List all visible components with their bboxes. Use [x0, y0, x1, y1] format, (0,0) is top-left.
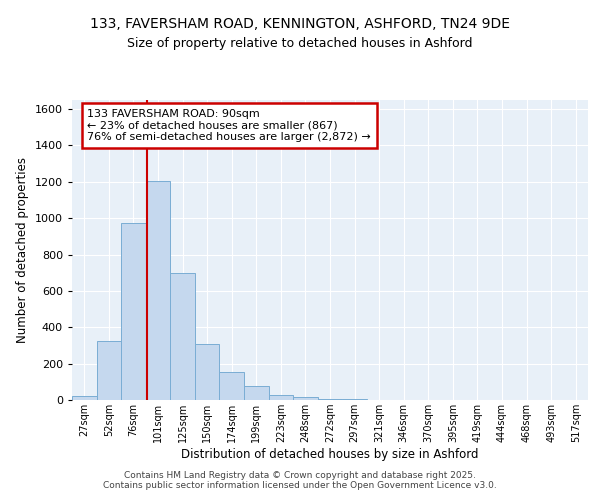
Y-axis label: Number of detached properties: Number of detached properties — [16, 157, 29, 343]
Bar — [121, 222, 146, 400]
Bar — [146, 181, 170, 400]
Bar — [72, 396, 97, 400]
Bar — [195, 344, 220, 400]
Text: 133 FAVERSHAM ROAD: 90sqm
← 23% of detached houses are smaller (867)
76% of semi: 133 FAVERSHAM ROAD: 90sqm ← 23% of detac… — [88, 109, 371, 142]
Bar — [318, 399, 342, 400]
Text: Contains HM Land Registry data © Crown copyright and database right 2025.
Contai: Contains HM Land Registry data © Crown c… — [103, 470, 497, 490]
Bar — [269, 396, 293, 400]
X-axis label: Distribution of detached houses by size in Ashford: Distribution of detached houses by size … — [181, 448, 479, 461]
Bar — [220, 372, 244, 400]
Text: Size of property relative to detached houses in Ashford: Size of property relative to detached ho… — [127, 38, 473, 51]
Bar — [244, 386, 269, 400]
Bar — [170, 272, 195, 400]
Bar — [293, 396, 318, 400]
Bar — [97, 341, 121, 400]
Text: 133, FAVERSHAM ROAD, KENNINGTON, ASHFORD, TN24 9DE: 133, FAVERSHAM ROAD, KENNINGTON, ASHFORD… — [90, 18, 510, 32]
